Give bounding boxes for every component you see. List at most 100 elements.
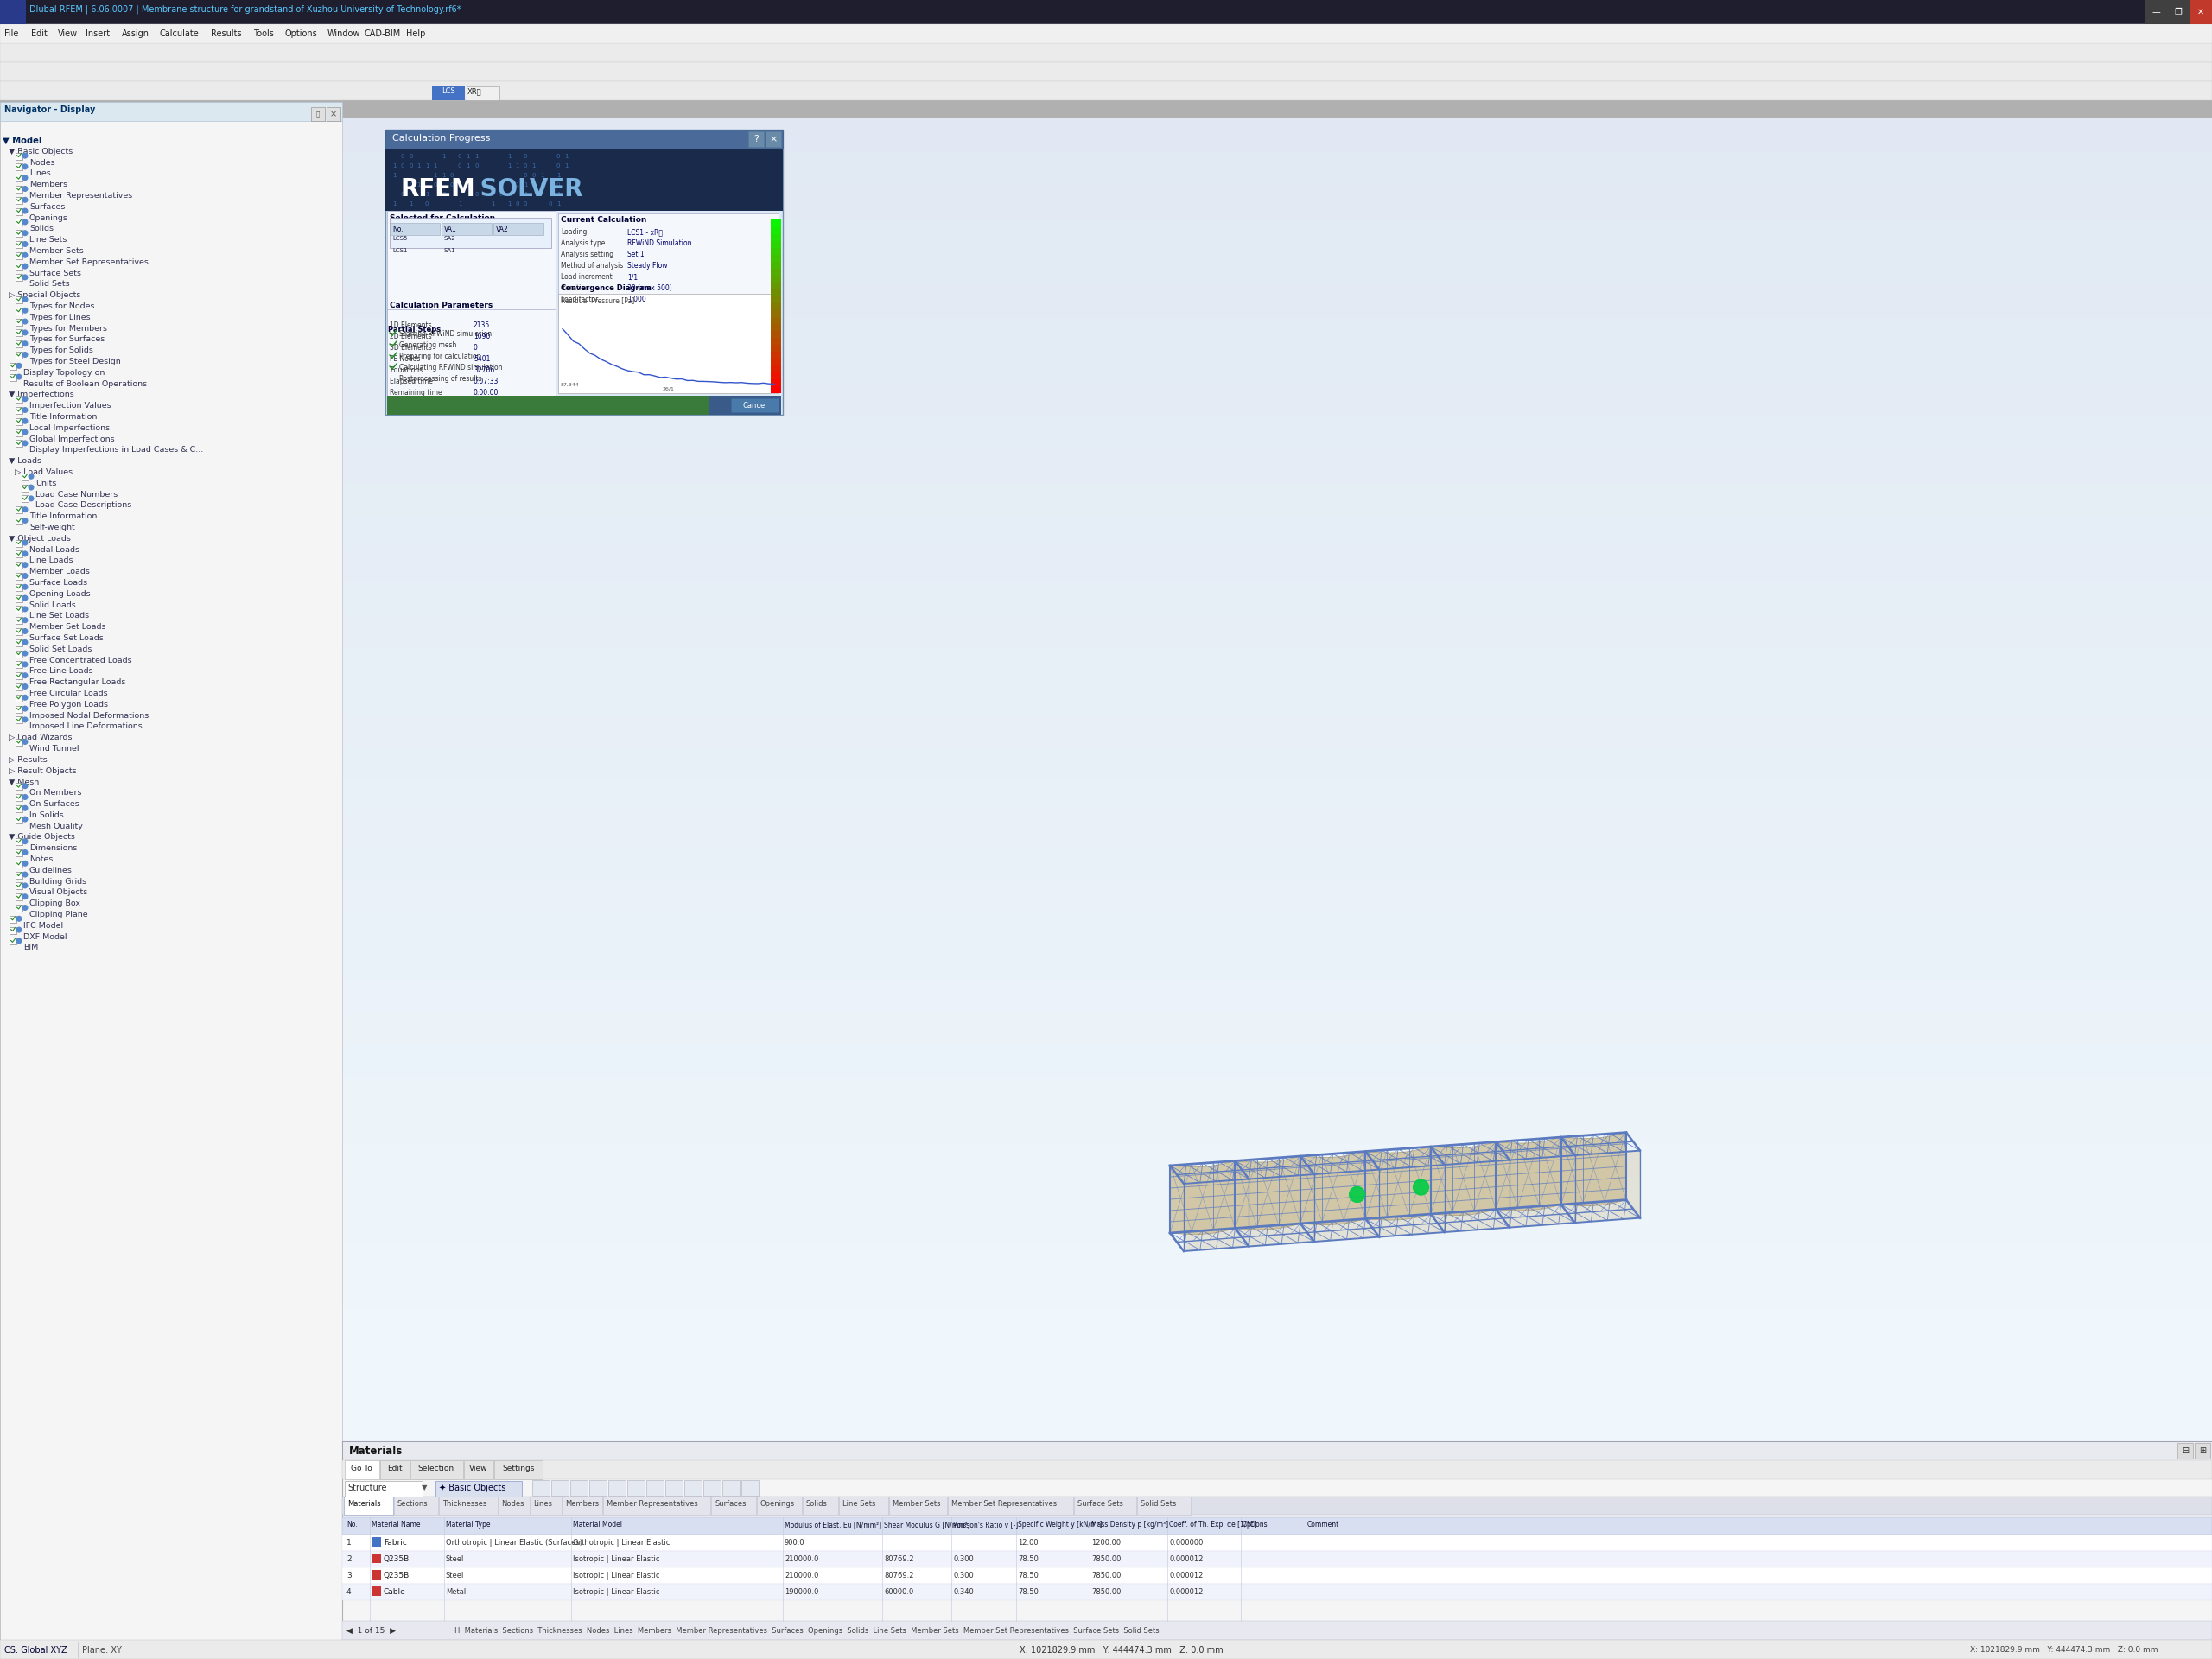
Text: 1.000: 1.000 (628, 295, 646, 304)
FancyBboxPatch shape (604, 1496, 710, 1515)
Text: Materials: Materials (347, 1500, 380, 1508)
FancyBboxPatch shape (15, 440, 22, 446)
Text: 0: 0 (549, 201, 553, 206)
Text: Line Sets: Line Sets (29, 236, 66, 244)
Text: Selection: Selection (418, 1465, 453, 1473)
Text: 78.50: 78.50 (1018, 1556, 1037, 1563)
Text: Clipping Box: Clipping Box (29, 899, 80, 907)
Circle shape (29, 484, 33, 489)
FancyBboxPatch shape (15, 795, 22, 801)
Text: Load factor: Load factor (562, 295, 597, 304)
FancyBboxPatch shape (770, 254, 781, 262)
Circle shape (22, 650, 27, 655)
Text: 0: 0 (531, 173, 535, 178)
FancyBboxPatch shape (343, 745, 2212, 780)
Text: Calculate: Calculate (159, 30, 199, 38)
FancyBboxPatch shape (343, 514, 2212, 549)
FancyBboxPatch shape (389, 217, 551, 247)
FancyBboxPatch shape (15, 662, 22, 669)
Circle shape (22, 508, 27, 513)
FancyBboxPatch shape (15, 518, 22, 524)
Circle shape (22, 430, 27, 435)
Text: 1: 1 (507, 154, 511, 159)
FancyBboxPatch shape (15, 330, 22, 337)
Text: Insert: Insert (86, 30, 111, 38)
Text: Options: Options (1243, 1521, 1267, 1528)
FancyBboxPatch shape (770, 302, 781, 310)
FancyBboxPatch shape (22, 473, 29, 479)
Text: In Solids: In Solids (29, 811, 64, 820)
Text: 1: 1 (531, 163, 535, 169)
Text: Building Grids: Building Grids (29, 878, 86, 886)
Text: Q235B: Q235B (383, 1556, 409, 1563)
Text: 2: 2 (347, 1556, 352, 1563)
Circle shape (22, 574, 27, 579)
FancyBboxPatch shape (770, 378, 781, 387)
FancyBboxPatch shape (628, 1480, 644, 1496)
FancyBboxPatch shape (343, 1274, 2212, 1309)
Text: 1: 1 (442, 173, 445, 178)
Text: 0: 0 (400, 192, 405, 197)
Text: 3D Elements: 3D Elements (389, 343, 431, 352)
FancyBboxPatch shape (343, 614, 2212, 649)
FancyBboxPatch shape (770, 358, 781, 365)
Text: Steel: Steel (447, 1556, 465, 1563)
FancyBboxPatch shape (343, 547, 2212, 582)
FancyBboxPatch shape (15, 430, 22, 436)
Text: Results: Results (210, 30, 241, 38)
FancyBboxPatch shape (15, 319, 22, 325)
FancyBboxPatch shape (557, 214, 779, 317)
Text: Specific Weight y [kN/m³]: Specific Weight y [kN/m³] (1018, 1521, 1102, 1528)
Text: 0: 0 (557, 182, 560, 187)
Text: Types for Surfaces: Types for Surfaces (29, 335, 104, 343)
FancyBboxPatch shape (15, 684, 22, 690)
Text: Comment: Comment (1307, 1521, 1340, 1528)
Text: ▷ Load Values: ▷ Load Values (15, 468, 73, 476)
Text: Member Loads: Member Loads (29, 567, 91, 576)
FancyBboxPatch shape (770, 309, 781, 317)
FancyBboxPatch shape (770, 289, 781, 297)
Text: Title Information: Title Information (29, 413, 97, 421)
Circle shape (22, 197, 27, 202)
FancyBboxPatch shape (0, 1641, 2212, 1659)
Text: 0: 0 (449, 182, 453, 187)
FancyBboxPatch shape (15, 297, 22, 304)
Text: Postprocessing of results: Postprocessing of results (398, 375, 482, 383)
FancyBboxPatch shape (15, 849, 22, 856)
FancyBboxPatch shape (15, 805, 22, 811)
Text: Isotropic | Linear Elastic: Isotropic | Linear Elastic (573, 1556, 659, 1563)
Text: 5401: 5401 (473, 355, 491, 363)
Text: ▷ Results: ▷ Results (9, 757, 46, 763)
Polygon shape (1495, 1136, 1562, 1211)
FancyBboxPatch shape (741, 1480, 759, 1496)
Text: Navigator - Display: Navigator - Display (4, 106, 95, 114)
FancyBboxPatch shape (343, 1621, 2212, 1641)
FancyBboxPatch shape (343, 481, 2212, 516)
Text: Solid Sets: Solid Sets (1141, 1500, 1177, 1508)
Text: Free Rectangular Loads: Free Rectangular Loads (29, 679, 126, 687)
Text: Modulus of Elast. Eu [N/mm²]: Modulus of Elast. Eu [N/mm²] (785, 1521, 880, 1528)
FancyBboxPatch shape (15, 264, 22, 270)
Text: 0.340: 0.340 (953, 1588, 973, 1596)
Text: Selected for Calculation: Selected for Calculation (389, 214, 495, 222)
Text: 1: 1 (557, 192, 560, 197)
FancyBboxPatch shape (343, 1143, 2212, 1176)
Text: 0: 0 (467, 182, 471, 187)
Circle shape (22, 861, 27, 866)
FancyBboxPatch shape (15, 672, 22, 679)
FancyBboxPatch shape (343, 1176, 2212, 1211)
Polygon shape (1365, 1146, 1431, 1219)
FancyBboxPatch shape (770, 219, 781, 227)
Text: BIM: BIM (24, 944, 38, 952)
FancyBboxPatch shape (748, 131, 763, 148)
FancyBboxPatch shape (15, 164, 22, 171)
Text: Set 1: Set 1 (628, 251, 644, 259)
Text: Surface Loads: Surface Loads (29, 579, 88, 587)
FancyBboxPatch shape (588, 1480, 606, 1496)
Text: ▼ Mesh: ▼ Mesh (9, 778, 40, 786)
FancyBboxPatch shape (387, 211, 555, 397)
Text: Openings: Openings (761, 1500, 794, 1508)
FancyBboxPatch shape (343, 1077, 2212, 1112)
Text: Loading: Loading (562, 229, 586, 236)
FancyBboxPatch shape (2146, 0, 2168, 25)
